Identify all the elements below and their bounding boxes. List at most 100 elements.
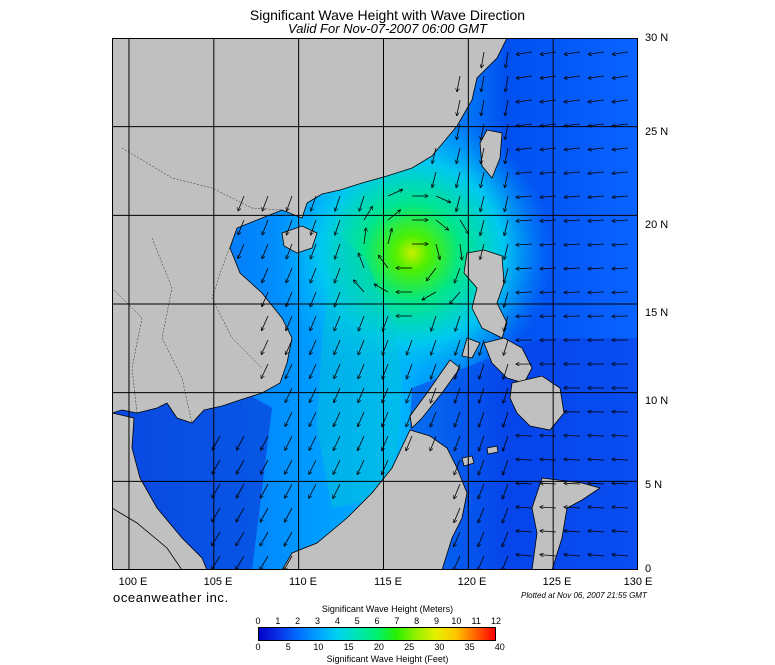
wave-direction-arrow [335, 219, 341, 235]
wave-direction-arrow [310, 363, 317, 379]
wave-direction-arrow [285, 459, 293, 474]
wave-direction-arrow [516, 148, 533, 150]
wave-direction-arrow [612, 459, 629, 460]
lat-label-5n: 5 N [645, 479, 663, 491]
wave-direction-arrow [516, 436, 533, 437]
wave-direction-arrow [516, 100, 533, 102]
lon-label-100e: 100 E [118, 576, 148, 588]
chart-subtitle: Valid For Nov-07-2007 06:00 GMT [288, 21, 487, 36]
wave-direction-arrow [564, 507, 581, 508]
wave-direction-arrow [516, 483, 533, 484]
wave-direction-arrow [612, 75, 629, 78]
wave-direction-arrow [236, 531, 245, 546]
wave-direction-arrow [516, 75, 533, 78]
colorbar-meters-tick: 4 [334, 616, 340, 626]
wave-direction-arrow [382, 435, 389, 451]
wave-direction-arrow [334, 315, 341, 331]
wave-direction-arrow [435, 219, 449, 230]
wave-direction-arrow [262, 195, 269, 211]
wave-direction-arrow [505, 75, 509, 92]
wave-direction-arrow [364, 228, 366, 245]
colorbar-feet-tick: 15 [343, 642, 354, 652]
wave-direction-arrow [334, 291, 341, 307]
colorbar-meters-tick: 3 [314, 616, 321, 626]
wave-direction-arrow [480, 195, 485, 212]
wave-direction-arrow [504, 219, 509, 236]
colorbar-title-feet: Significant Wave Height (Feet) [326, 654, 449, 664]
wave-direction-arrow [564, 100, 581, 102]
wave-direction-arrow [333, 435, 341, 451]
colorbar-feet-tick: 10 [313, 642, 324, 652]
wave-direction-arrow [505, 123, 509, 140]
wave-direction-arrow [310, 291, 317, 307]
wave-direction-arrow [238, 219, 245, 235]
wave-direction-arrow [564, 196, 581, 197]
colorbar-meters-tick: 12 [490, 616, 502, 626]
wave-direction-arrow [426, 267, 437, 281]
wave-direction-arrow [540, 196, 557, 197]
wave-direction-arrow [504, 315, 509, 331]
wave-direction-arrow [481, 75, 485, 92]
wave-direction-arrow [387, 190, 403, 197]
wave-direction-arrow [503, 339, 509, 355]
colorbar-feet-tick: 20 [373, 642, 384, 652]
wave-direction-arrow [262, 315, 269, 331]
wave-direction-arrow [382, 411, 389, 427]
wave-direction-arrow [262, 243, 269, 259]
wave-direction-arrow [588, 172, 605, 174]
brand-name: oceanweather inc. [113, 590, 229, 605]
wave-direction-arrow [612, 555, 629, 556]
wave-direction-arrow [564, 459, 581, 460]
wave-direction-arrow [588, 244, 605, 245]
lon-label-125e: 125 E [542, 576, 572, 588]
wave-direction-arrow [540, 459, 557, 460]
wave-direction-arrow [456, 171, 461, 188]
wave-direction-arrow [455, 363, 461, 379]
wave-direction-arrow [310, 267, 317, 283]
wave-direction-arrow [481, 51, 485, 68]
wave-direction-arrow [480, 171, 485, 188]
wave-direction-arrow [478, 483, 485, 499]
wave-direction-arrow [540, 220, 557, 221]
wave-direction-arrow [516, 196, 533, 197]
wave-direction-arrow [335, 195, 341, 211]
wave-direction-arrow [212, 507, 221, 522]
wave-direction-arrow [612, 100, 629, 102]
wave-direction-arrow [363, 206, 373, 221]
wave-direction-arrow [478, 459, 485, 475]
wave-direction-arrow [588, 124, 605, 126]
lat-label-25n: 25 N [645, 126, 669, 138]
wave-direction-arrow [564, 220, 581, 221]
wave-direction-arrow [212, 459, 221, 474]
wave-direction-arrow [588, 483, 605, 484]
wave-direction-arrow [454, 507, 461, 523]
wave-direction-arrow [383, 315, 389, 331]
wave-direction-arrow [236, 459, 245, 474]
wave-direction-arrow [430, 435, 437, 451]
wave-direction-arrow [516, 531, 533, 532]
lon-label-110e: 110 E [289, 576, 317, 588]
wave-direction-arrow [612, 292, 629, 293]
colorbar-meters-tick: 6 [374, 616, 380, 626]
wave-direction-arrow [588, 220, 605, 221]
wave-direction-arrow [236, 555, 245, 570]
wave-direction-arrow [309, 483, 317, 498]
wave-direction-arrow [236, 483, 245, 498]
wave-direction-arrow [455, 387, 461, 403]
wave-direction-arrow [260, 483, 269, 498]
wave-direction-arrow [612, 51, 629, 54]
wave-direction-arrow [431, 315, 437, 331]
wave-direction-arrow [503, 363, 509, 379]
wave-direction-arrow [540, 75, 557, 78]
wave-direction-arrow [286, 339, 293, 355]
wave-direction-arrow [260, 531, 269, 546]
wave-direction-arrow [454, 267, 461, 283]
wave-direction-arrow [285, 363, 293, 379]
wave-direction-arrow [309, 411, 317, 427]
wave-direction-arrow [358, 315, 365, 331]
colorbar-meters-tick: 0 [255, 616, 261, 626]
wave-direction-arrow [212, 531, 221, 546]
wave-direction-arrow [309, 459, 317, 474]
wave-direction-arrow [481, 99, 485, 116]
wave-direction-arrow [455, 315, 461, 331]
